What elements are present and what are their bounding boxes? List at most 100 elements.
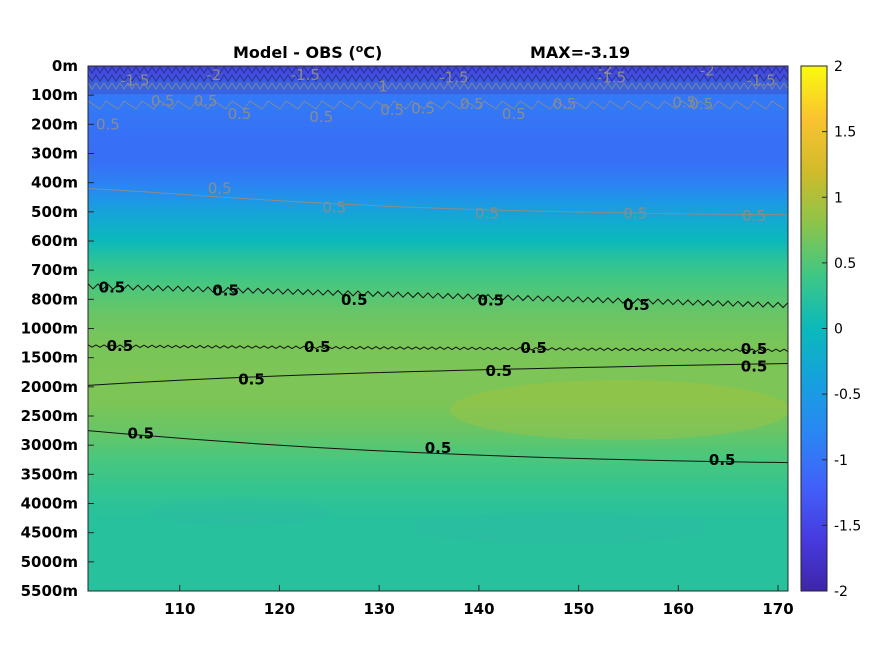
max-label: MAX=-3.19	[530, 43, 630, 62]
contour-line-1500m	[88, 344, 788, 353]
contour-label: 0.5	[425, 439, 452, 457]
contour-label: 0.5	[623, 296, 650, 314]
surface-zigzag	[88, 66, 788, 74]
contour-label: 0.5	[486, 362, 513, 380]
contour-label-gray: 0.5	[553, 95, 577, 113]
surface-contour-label: -1.5	[746, 72, 775, 90]
surface-contour-label: 0.5	[96, 115, 120, 133]
x-tick-label: 120	[264, 600, 295, 618]
contour-label-gray: 0.5	[689, 95, 713, 113]
y-tick-label: 3500m	[21, 465, 78, 483]
colorbar-tick-label: 1	[834, 190, 843, 206]
y-tick-label: 1500m	[21, 349, 78, 367]
y-tick-label: 3000m	[21, 436, 78, 454]
warm-patch	[450, 380, 788, 440]
contour-line-800m	[88, 282, 788, 309]
surface-contour-label: -2	[700, 61, 715, 79]
contour-label-gray: 0.5	[411, 99, 435, 117]
colorbar-tick-label: 0.5	[834, 256, 856, 272]
y-tick-label: 300m	[31, 145, 78, 163]
deep-patch-2	[410, 512, 710, 544]
surface-contour-label: -2	[206, 66, 221, 84]
colorbar-tick-label: 1.5	[834, 125, 856, 141]
y-tick-label: 500m	[31, 203, 78, 221]
y-tick-label: 4000m	[21, 495, 78, 513]
x-tick-label: 130	[364, 600, 395, 618]
surface-contour-label: -1.5	[291, 66, 320, 84]
contour-label: 0.5	[341, 291, 368, 309]
colorbar-tick-label: -0.5	[834, 387, 861, 403]
surface-contour-label: 0.5	[151, 92, 175, 110]
deep-patch-1	[150, 498, 330, 526]
x-tick-label: 170	[762, 600, 793, 618]
colorbar-tick-label: -2	[834, 584, 848, 600]
contour-labels: 0.5 0.5 0.5 0.5 0.5 0.5 0.5 0.5 0.5 0.5 0.5 0.5 0.5 0…	[96, 60, 776, 469]
surface-noise-contours	[88, 66, 788, 110]
x-tick-label: 150	[563, 600, 594, 618]
title-unit-rest: C)	[363, 43, 382, 62]
contour-lines	[88, 188, 788, 464]
y-tick-label: 600m	[31, 232, 78, 250]
y-tick-label: 0m	[52, 57, 78, 75]
surface-contour-label: 0.5	[502, 105, 526, 123]
y-tick-label: 4500m	[21, 524, 78, 542]
contour-label-gray: 0.5	[309, 108, 333, 126]
contour-label-gray: 0.5	[208, 180, 232, 198]
surface-contour-label: 1	[378, 77, 388, 95]
surface-contour-label: 0.5	[228, 105, 252, 123]
y-tick-label: 2500m	[21, 407, 78, 425]
chart-title: Model - OBS (oC)	[233, 42, 382, 62]
contour-line-gray-500m	[88, 188, 788, 216]
title-unit-superscript: o	[356, 42, 364, 55]
surface-contour-label: -1.5	[120, 72, 149, 90]
y-tick-label: 5500m	[21, 582, 78, 600]
surface-contour-label: -1.5	[597, 69, 626, 87]
colorbar-tick-label: 0	[834, 322, 843, 338]
y-tick-label: 2000m	[21, 378, 78, 396]
surface-contour-label: -1.5	[439, 69, 468, 87]
y-axis: 0m 100m 200m 300m 400m 500m 600m 700m 800m 1000m 1…	[21, 57, 94, 600]
colorbar-tick-label: -1	[834, 453, 848, 469]
contour-label-gray: 0.5	[742, 207, 766, 225]
contour-label: 0.5	[128, 425, 155, 443]
contour-label: 0.5	[709, 451, 736, 469]
gray-zigzag-100m	[88, 100, 785, 110]
contour-label: 0.5	[212, 282, 239, 300]
contour-label: 0.5	[107, 337, 134, 355]
colorbar-ticks: 2 1.5 1 0.5 0 -0.5 -1 -1.5 -2	[822, 59, 861, 600]
contour-label: 0.5	[520, 339, 547, 357]
x-tick-label: 140	[463, 600, 494, 618]
x-tick-label: 110	[164, 600, 195, 618]
x-axis: 110 120 130 140 150 160 170	[164, 585, 794, 618]
colorbar-tick-label: -1.5	[834, 518, 861, 534]
surface-contour-label: 0.5	[460, 95, 484, 113]
title-text: Model - OBS (	[233, 43, 356, 62]
contour-line-2000m	[88, 363, 788, 386]
surface-zigzag	[88, 74, 788, 82]
contour-label-gray: 0.5	[475, 204, 499, 222]
surface-contour-label: 0.5	[672, 93, 696, 111]
contour-label: 0.5	[304, 338, 331, 356]
surface-contour-label: -2	[598, 60, 613, 78]
y-tick-label: 100m	[31, 86, 78, 104]
surface-contour-label: 0.5	[380, 101, 404, 119]
contour-label-gray: 0.5	[624, 204, 648, 222]
contour-label: 0.5	[478, 292, 505, 310]
contour-label: 0.5	[741, 340, 768, 358]
contour-label: 0.5	[238, 370, 265, 388]
y-tick-label: 400m	[31, 174, 78, 192]
y-tick-label: 200m	[31, 115, 78, 133]
contour-label: 0.5	[741, 357, 768, 375]
contour-label-gray: 0.5	[322, 198, 346, 216]
contour-label: 0.5	[99, 279, 126, 297]
y-tick-label: 800m	[31, 290, 78, 308]
y-tick-label: 700m	[31, 261, 78, 279]
y-tick-label: 5000m	[21, 553, 78, 571]
contour-line-3000m	[88, 430, 788, 464]
x-tick-label: 160	[663, 600, 694, 618]
colorbar-tick-label: 2	[834, 59, 843, 75]
heatmap-field	[88, 66, 788, 591]
surface-zigzag	[88, 82, 788, 90]
contour-label-gray: 0.5	[194, 92, 218, 110]
